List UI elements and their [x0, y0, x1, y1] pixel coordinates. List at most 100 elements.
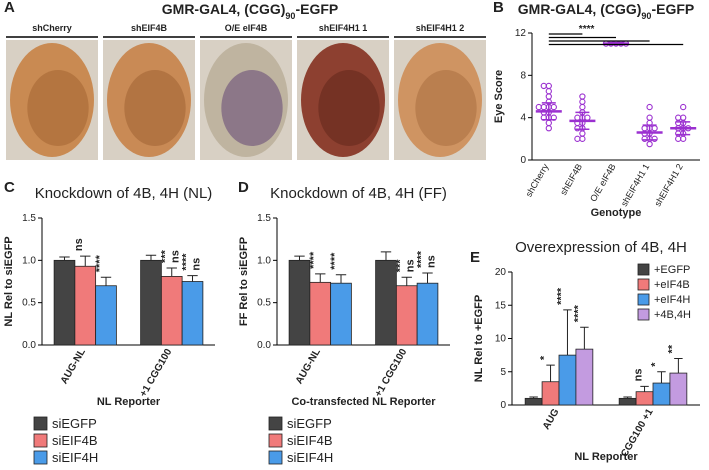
panel-letter: C [4, 179, 15, 196]
data-point [680, 114, 687, 121]
legend-label: +eIF4B [654, 279, 690, 291]
data-point [574, 114, 581, 121]
data-point [579, 135, 586, 142]
x-tick-label: AUG-NL [294, 347, 323, 386]
significance-label: ** [666, 344, 678, 353]
significance-label: **** [308, 251, 320, 269]
image-label: shEIF4H1 1 [319, 23, 368, 33]
y-tick-label: 0 [500, 400, 506, 411]
y-tick-label: 0.5 [22, 298, 36, 309]
error-bar [580, 326, 589, 350]
significance-label: **** [555, 287, 567, 305]
y-axis-label: Eye Score [493, 70, 505, 123]
sd-bar [575, 111, 590, 131]
eye-shade [318, 70, 380, 146]
significance-label: **** [416, 250, 428, 268]
error-bar [80, 255, 91, 267]
eye-shade [124, 70, 186, 146]
legend-swatch [33, 416, 48, 431]
y-tick-label: 5 [500, 367, 506, 378]
panel-letter: A [4, 0, 15, 16]
bar [160, 276, 183, 346]
x-axis-label: Co-transfected NL Reporter [291, 396, 436, 408]
significance-label: ns [633, 369, 645, 382]
legend-label: siEGFP [52, 416, 97, 431]
bar [558, 354, 577, 406]
significance-label: *** [160, 249, 172, 263]
y-axis-label: NL Rel to +EGFP [473, 295, 485, 383]
chart-title: Overexpression of 4B, 4H [515, 239, 687, 256]
legend-swatch [268, 416, 283, 431]
error-bar [422, 272, 433, 284]
legend-label: siEGFP [287, 416, 332, 431]
bar [95, 285, 117, 346]
data-point [540, 103, 547, 111]
data-point [651, 125, 658, 132]
error-bar [187, 275, 198, 282]
panel-letter: E [470, 249, 480, 266]
legend-swatch [33, 433, 48, 448]
significance-label: * [539, 355, 551, 360]
title-part: 90 [641, 11, 651, 21]
y-tick-label: 0 [520, 155, 526, 166]
legend-label: +eIF4H [654, 294, 690, 306]
title-part: GMR-GAL4, (CGG) [518, 1, 642, 17]
bar [309, 281, 332, 346]
significance-label: **** [572, 304, 584, 322]
data-point [641, 125, 648, 132]
x-tick-label: O/E eIF4B [588, 162, 618, 203]
x-tick-label: shCherry [524, 162, 551, 199]
data-point [574, 125, 581, 132]
data-point [535, 103, 542, 111]
error-bar [401, 276, 412, 286]
bar [395, 285, 418, 346]
bar [375, 259, 397, 346]
legend-swatch [637, 308, 650, 321]
significance-label: **** [94, 254, 106, 272]
legend-swatch [33, 450, 48, 465]
y-tick-label: 1.5 [22, 213, 36, 224]
significance-label: ns [73, 238, 85, 251]
bar [635, 391, 654, 406]
data-point [545, 88, 552, 95]
data-point [651, 135, 658, 142]
data-point [675, 114, 682, 121]
data-point [584, 114, 591, 121]
x-tick-label: shEIF4H1 1 [619, 162, 651, 208]
bar [524, 397, 543, 406]
image-label: shEIF4B [131, 23, 168, 33]
significance-label: ns [426, 255, 438, 268]
error-bar [145, 254, 157, 261]
data-point [540, 82, 547, 90]
error-bar [623, 396, 632, 399]
x-axis-label: Genotype [591, 207, 642, 219]
y-tick-label: 12 [515, 28, 527, 39]
significance-label: ns [170, 250, 182, 263]
data-point [550, 103, 557, 111]
legend-swatch [637, 263, 650, 276]
panel-title: GMR-GAL4, (CGG)90-EGFP [162, 1, 338, 21]
y-tick-label: 20 [495, 267, 507, 278]
y-tick-label: 0.5 [257, 298, 271, 309]
panel-letter: D [238, 179, 249, 196]
y-tick-label: 1.0 [22, 255, 36, 266]
legend-label: siEIF4H [52, 450, 98, 465]
data-point [675, 135, 682, 142]
error-bar [294, 255, 305, 261]
sd-bar [541, 102, 556, 121]
data-point [579, 93, 586, 100]
title-part: 90 [285, 11, 295, 21]
legend-label: +4B,4H [654, 309, 691, 321]
error-bar [100, 276, 112, 286]
significance-label: ns [405, 259, 417, 272]
y-tick-label: 1.0 [257, 255, 271, 266]
bar [330, 282, 352, 346]
bar [652, 382, 671, 406]
data-point [574, 135, 581, 142]
data-point [675, 130, 682, 137]
eye-shade [27, 70, 89, 146]
title-part: -EGFP [651, 1, 694, 17]
legend-label: siEIF4B [52, 433, 98, 448]
bar [53, 259, 76, 346]
bar [541, 381, 560, 406]
